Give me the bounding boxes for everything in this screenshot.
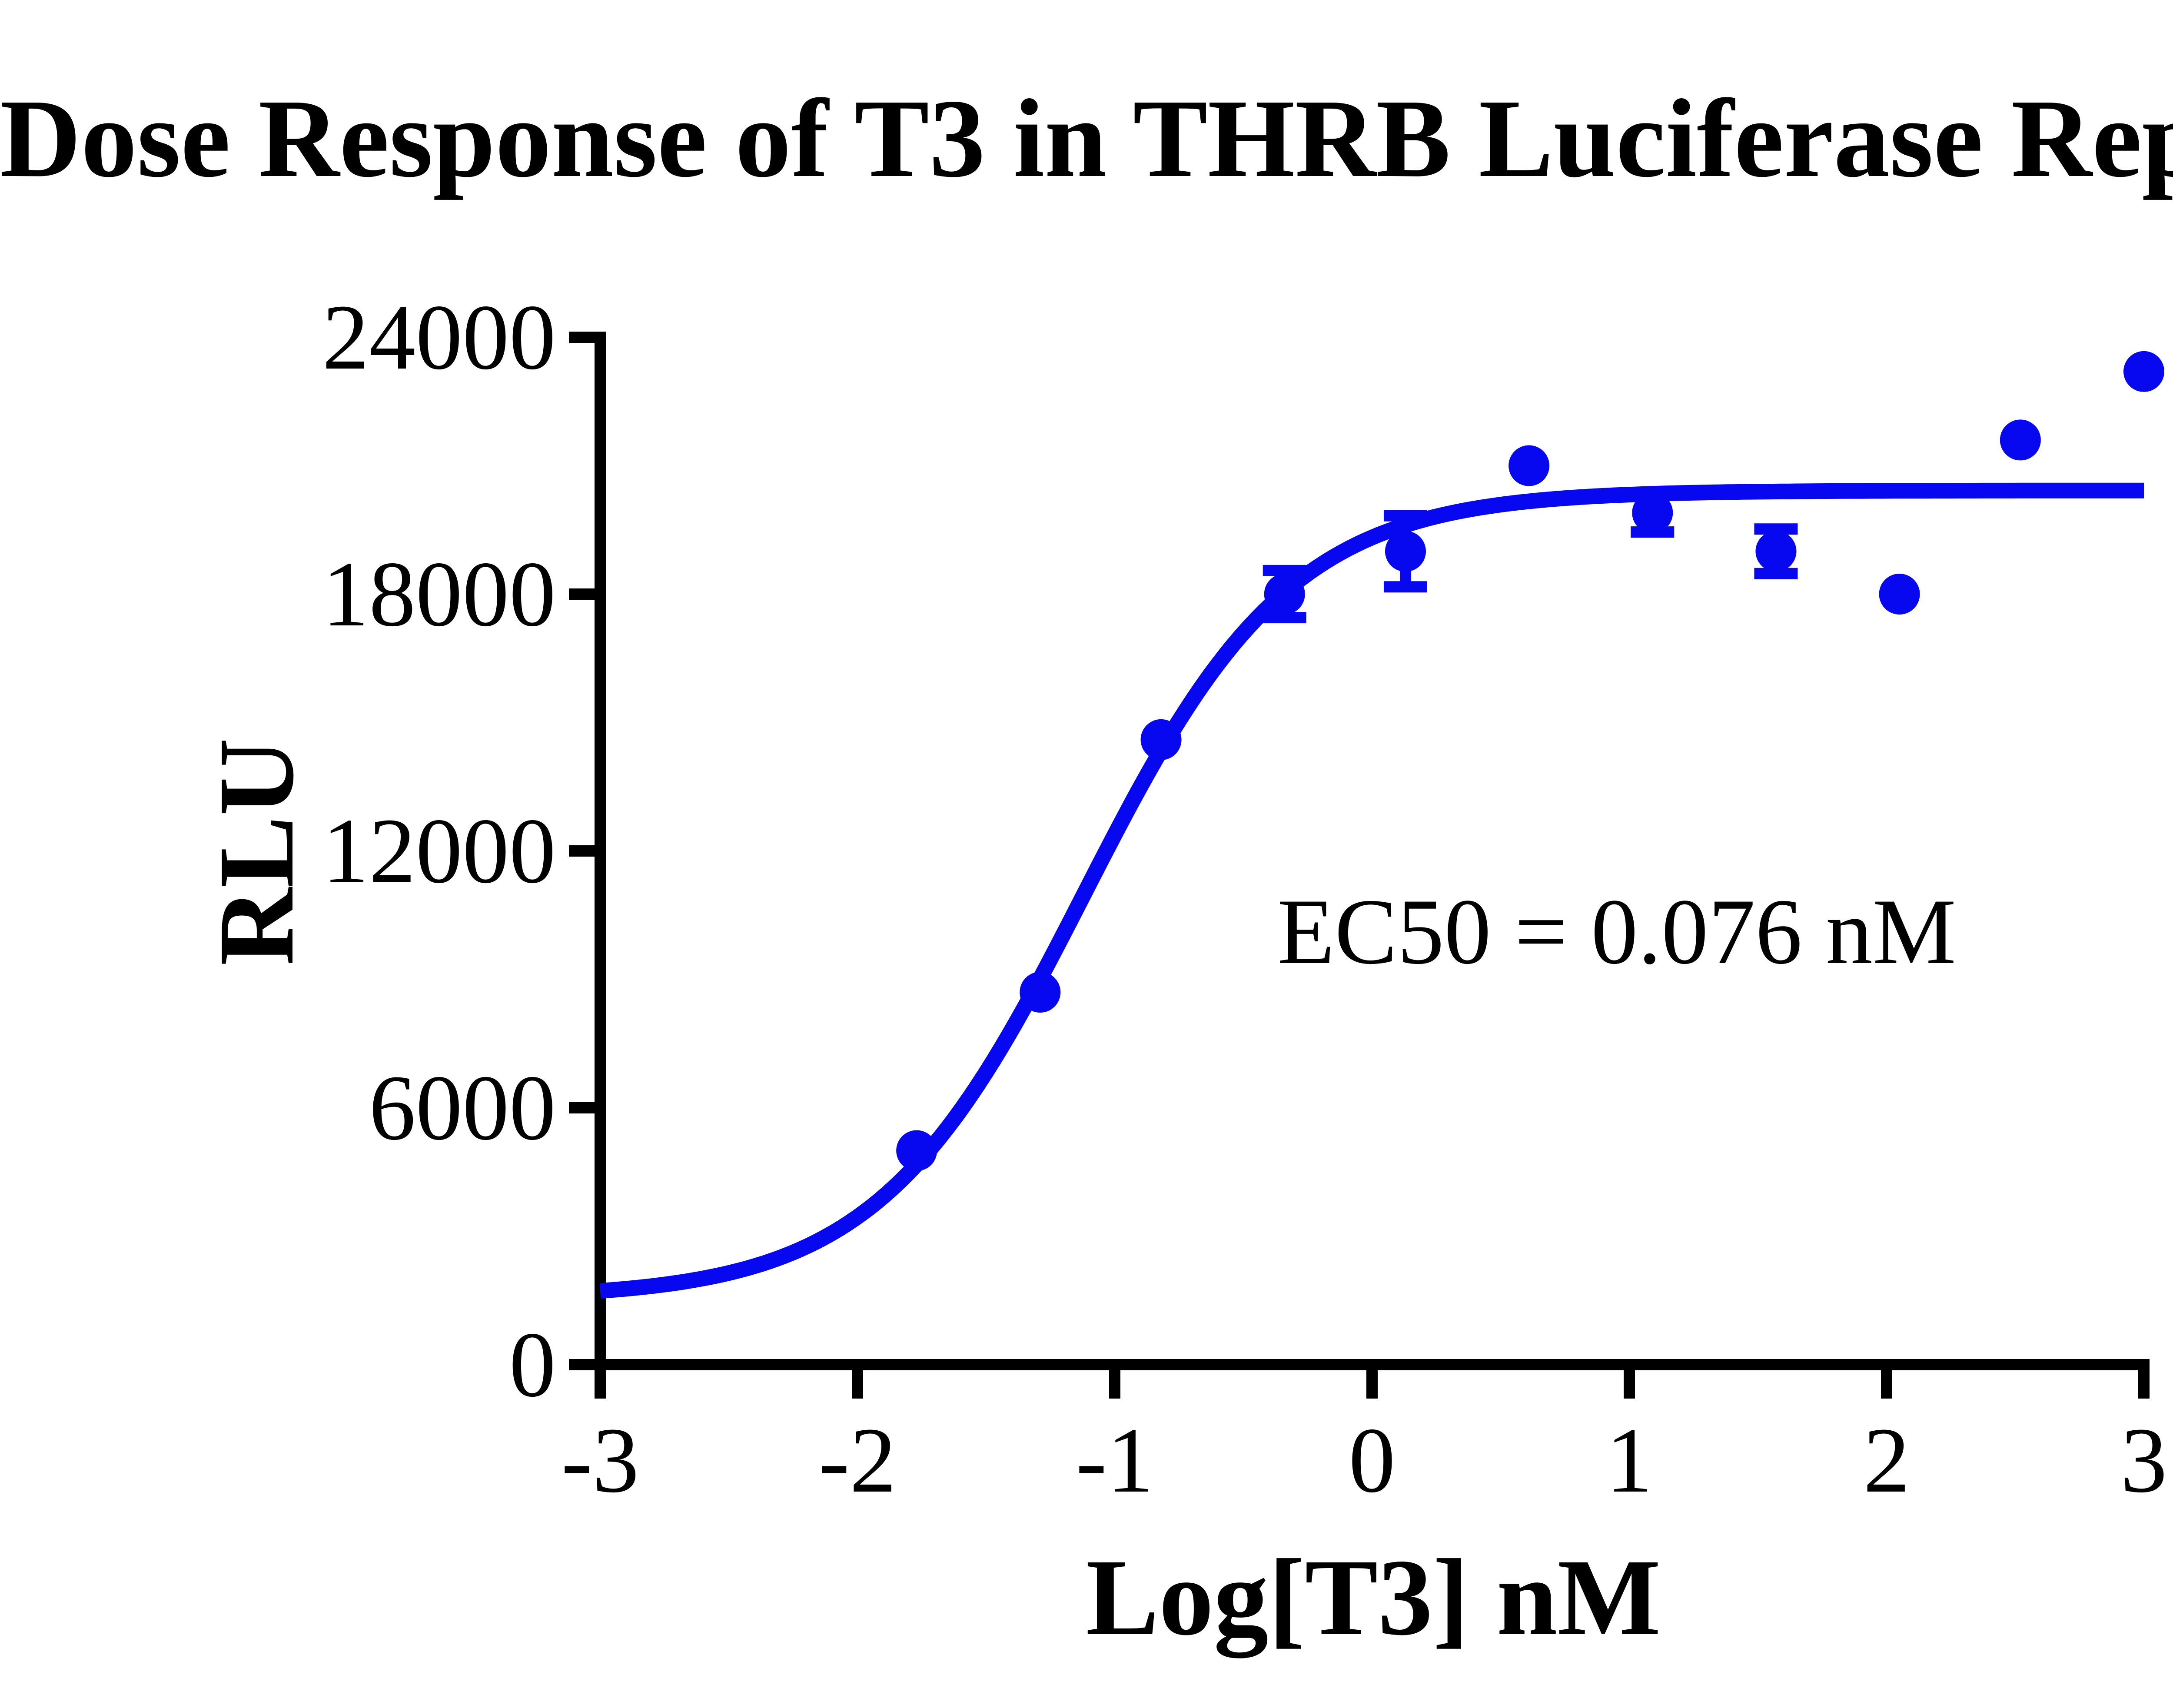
x-tick-label: 2 <box>1863 1408 1910 1512</box>
chart-title: Dose Response of T3 in THRB Luciferase R… <box>0 76 2173 200</box>
data-point-marker <box>1508 445 1550 486</box>
x-axis-title: Log[T3] nM <box>1086 1536 1661 1658</box>
x-tick-label: -1 <box>1076 1408 1153 1512</box>
fit-curve <box>599 482 2144 1299</box>
x-tick-label: 3 <box>2120 1408 2167 1512</box>
x-tick-label: -2 <box>818 1408 896 1512</box>
data-point-marker <box>896 1130 937 1171</box>
data-point-marker <box>2000 419 2041 461</box>
x-tick-label: -3 <box>561 1408 639 1512</box>
x-tick-label: 0 <box>1349 1408 1396 1512</box>
data-point-marker <box>1020 972 1061 1013</box>
data-point-marker <box>2123 351 2164 392</box>
data-point-marker <box>1755 531 1797 572</box>
data-point-marker <box>1632 492 1673 533</box>
y-tick-label: 0 <box>509 1313 556 1416</box>
data-point-marker <box>1264 574 1305 615</box>
y-tick-label: 18000 <box>322 542 556 646</box>
y-tick-label: 6000 <box>369 1056 556 1160</box>
ec50-annotation: EC50 = 0.076 nM <box>1277 880 1956 984</box>
y-tick-label: 24000 <box>322 285 556 389</box>
data-point-marker <box>1879 574 1920 615</box>
data-point-marker <box>1385 531 1426 572</box>
data-point-marker <box>1140 719 1182 760</box>
x-tick-label: 1 <box>1606 1408 1653 1512</box>
y-tick-label: 12000 <box>322 799 556 903</box>
